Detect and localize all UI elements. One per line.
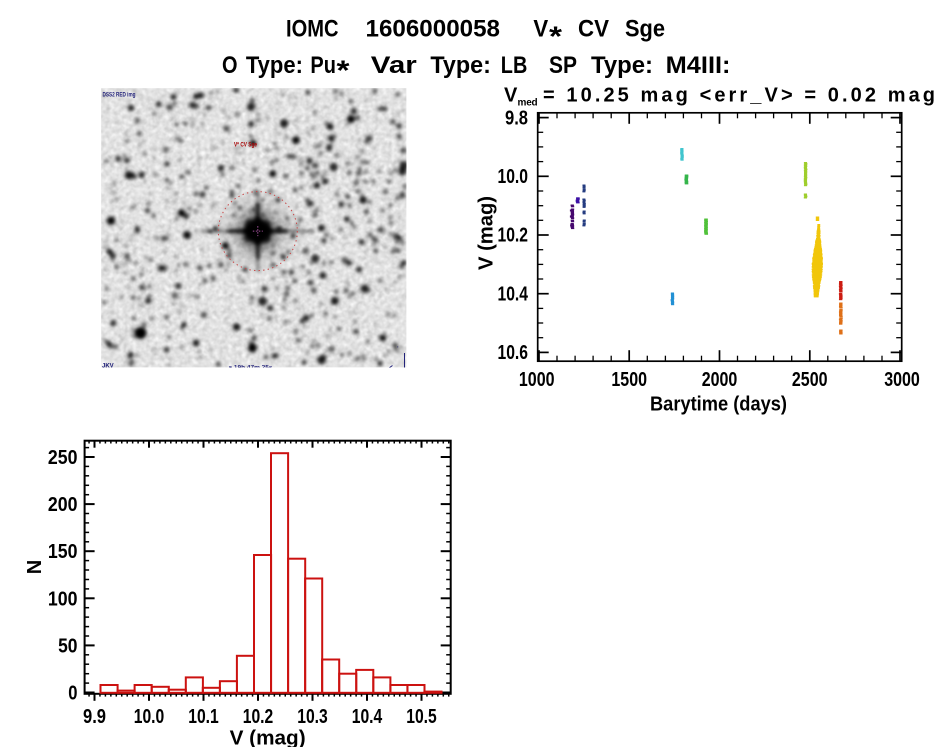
svg-text:V: V bbox=[504, 85, 518, 107]
svg-text:10.0: 10.0 bbox=[134, 706, 165, 728]
svg-text:V* CV Sge: V* CV Sge bbox=[234, 142, 257, 149]
svg-text:V (mag): V (mag) bbox=[476, 196, 498, 270]
svg-text:1500: 1500 bbox=[611, 369, 647, 391]
svg-text:DSS2 RED img: DSS2 RED img bbox=[103, 93, 136, 99]
svg-text:= 10.25 mag <err_V> = 0.02 mag: = 10.25 mag <err_V> = 0.02 mag bbox=[543, 85, 935, 107]
svg-text:10.6: 10.6 bbox=[498, 342, 529, 364]
svg-text:a 19h 47m 25s: a 19h 47m 25s bbox=[229, 365, 273, 371]
svg-text:150: 150 bbox=[48, 541, 78, 563]
svg-text:JKV: JKV bbox=[102, 364, 114, 370]
svg-text:0: 0 bbox=[68, 683, 77, 705]
svg-text:10.3: 10.3 bbox=[297, 706, 328, 728]
svg-text:V (mag): V (mag) bbox=[230, 728, 306, 747]
svg-text:Barytime (days): Barytime (days) bbox=[650, 393, 787, 416]
svg-text:10.2: 10.2 bbox=[243, 706, 274, 728]
svg-text:10.5: 10.5 bbox=[406, 706, 437, 728]
svg-text:10.1: 10.1 bbox=[188, 706, 219, 728]
svg-text:*: * bbox=[337, 55, 350, 86]
svg-text:10.0: 10.0 bbox=[498, 166, 529, 188]
svg-text:250: 250 bbox=[48, 447, 78, 469]
svg-text:3000: 3000 bbox=[884, 369, 920, 391]
svg-text:200: 200 bbox=[48, 494, 78, 516]
svg-text:med: med bbox=[518, 98, 538, 109]
svg-text:,: , bbox=[397, 343, 399, 349]
svg-text:9.9: 9.9 bbox=[83, 706, 106, 728]
svg-text:1000: 1000 bbox=[519, 369, 555, 391]
svg-text:N: N bbox=[24, 560, 46, 574]
svg-text:2500: 2500 bbox=[792, 369, 828, 391]
svg-text:*: * bbox=[549, 21, 562, 52]
svg-text:10.2: 10.2 bbox=[498, 225, 529, 247]
svg-text:10.4: 10.4 bbox=[352, 706, 383, 728]
svg-text:100: 100 bbox=[48, 588, 78, 610]
svg-text:10.4: 10.4 bbox=[498, 283, 529, 305]
svg-text:50: 50 bbox=[58, 635, 77, 657]
svg-text:9.8: 9.8 bbox=[505, 107, 528, 129]
svg-text:2000: 2000 bbox=[702, 369, 738, 391]
